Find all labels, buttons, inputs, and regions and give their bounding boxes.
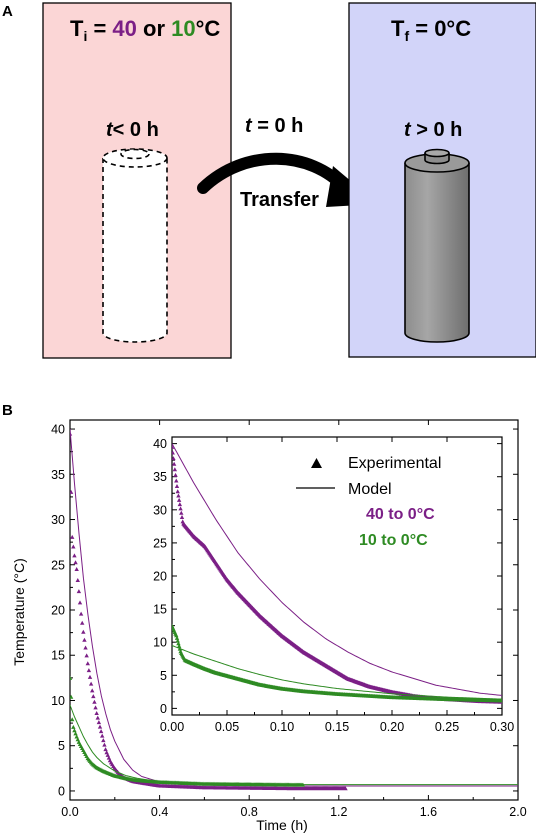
initial-time-label: t< 0 h [106, 119, 159, 141]
y-tick-label: 15 [153, 603, 167, 617]
plot-area [172, 443, 502, 704]
plot-frame [171, 436, 503, 716]
inset-legend: Experimental Model 40 to 0°C 10 to 0°C [296, 455, 441, 549]
plot-area [70, 429, 518, 791]
y-tick-label: 40 [51, 423, 65, 437]
x-axis-title: Time (h) [256, 817, 308, 833]
panel-a: A Ti = 40 or 10°C t< 0 h t = 0 h Transfe… [2, 2, 536, 359]
y-tick-label: 25 [51, 558, 65, 572]
y-tick-label: 35 [153, 470, 167, 484]
empty-cylinder-outline [102, 148, 168, 343]
x-tick-label: 0.05 [215, 720, 239, 734]
panel-a-label: A [2, 3, 13, 20]
x-tick-label: 2.0 [509, 805, 526, 819]
transfer-time-label: t = 0 h [245, 115, 303, 137]
final-temperature-title: Tf = 0°C [391, 16, 471, 44]
y-tick-label: 40 [153, 437, 167, 451]
y-tick-label: 0 [58, 784, 65, 798]
x-tick-label: 1.2 [330, 805, 347, 819]
initial-temperature-title: Ti = 40 or 10°C [70, 16, 220, 44]
legend-series-40: 40 to 0°C [366, 506, 435, 523]
y-tick-label: 20 [51, 604, 65, 618]
y-tick-label: 35 [51, 468, 65, 482]
x-tick-label: 0.00 [160, 720, 184, 734]
y-axis-title: Temperature (°C) [11, 558, 27, 666]
transfer-arrow [197, 152, 351, 194]
model-line [172, 443, 502, 696]
model-line [172, 645, 502, 700]
legend-model-label: Model [348, 481, 392, 498]
y-tick-label: 10 [51, 694, 65, 708]
legend-series-10: 10 to 0°C [359, 532, 428, 549]
panel-b-label: B [2, 402, 13, 419]
x-tick-label: 1.6 [420, 805, 437, 819]
inset-plot: 0.00 0.05 0.10 0.15 0.20 0.25 0.30 0 5 10 15 20 25 30… [153, 436, 514, 734]
x-tick-label: 0.0 [61, 805, 78, 819]
legend-experimental-label: Experimental [348, 455, 441, 472]
legend-experimental-marker [311, 458, 322, 468]
x-tick-label: 0.10 [270, 720, 294, 734]
panel-b: B 0.0 0.4 0.8 1.2 1.6 2.0 0 5 10 15 20 25 30 35 40 0.0… [2, 402, 527, 833]
y-tick-label: 30 [153, 503, 167, 517]
y-tick-label: 30 [51, 513, 65, 527]
y-tick-label: 5 [160, 669, 167, 683]
x-tick-label: 0.8 [241, 805, 258, 819]
battery-cylinder [404, 148, 470, 343]
y-tick-label: 20 [153, 570, 167, 584]
final-time-label: t > 0 h [404, 119, 462, 141]
experimental-markers [172, 623, 502, 703]
y-tick-label: 0 [160, 702, 167, 716]
y-tick-label: 5 [58, 739, 65, 753]
x-tick-label: 0.20 [380, 720, 404, 734]
x-tick-label: 0.25 [435, 720, 459, 734]
x-tick-label: 0.30 [490, 720, 514, 734]
y-tick-label: 10 [153, 636, 167, 650]
y-tick-label: 15 [51, 649, 65, 663]
y-tick-label: 25 [153, 536, 167, 550]
x-tick-label: 0.15 [325, 720, 349, 734]
model-line [70, 704, 518, 786]
x-tick-label: 0.4 [151, 805, 168, 819]
transfer-label: Transfer [240, 189, 319, 211]
